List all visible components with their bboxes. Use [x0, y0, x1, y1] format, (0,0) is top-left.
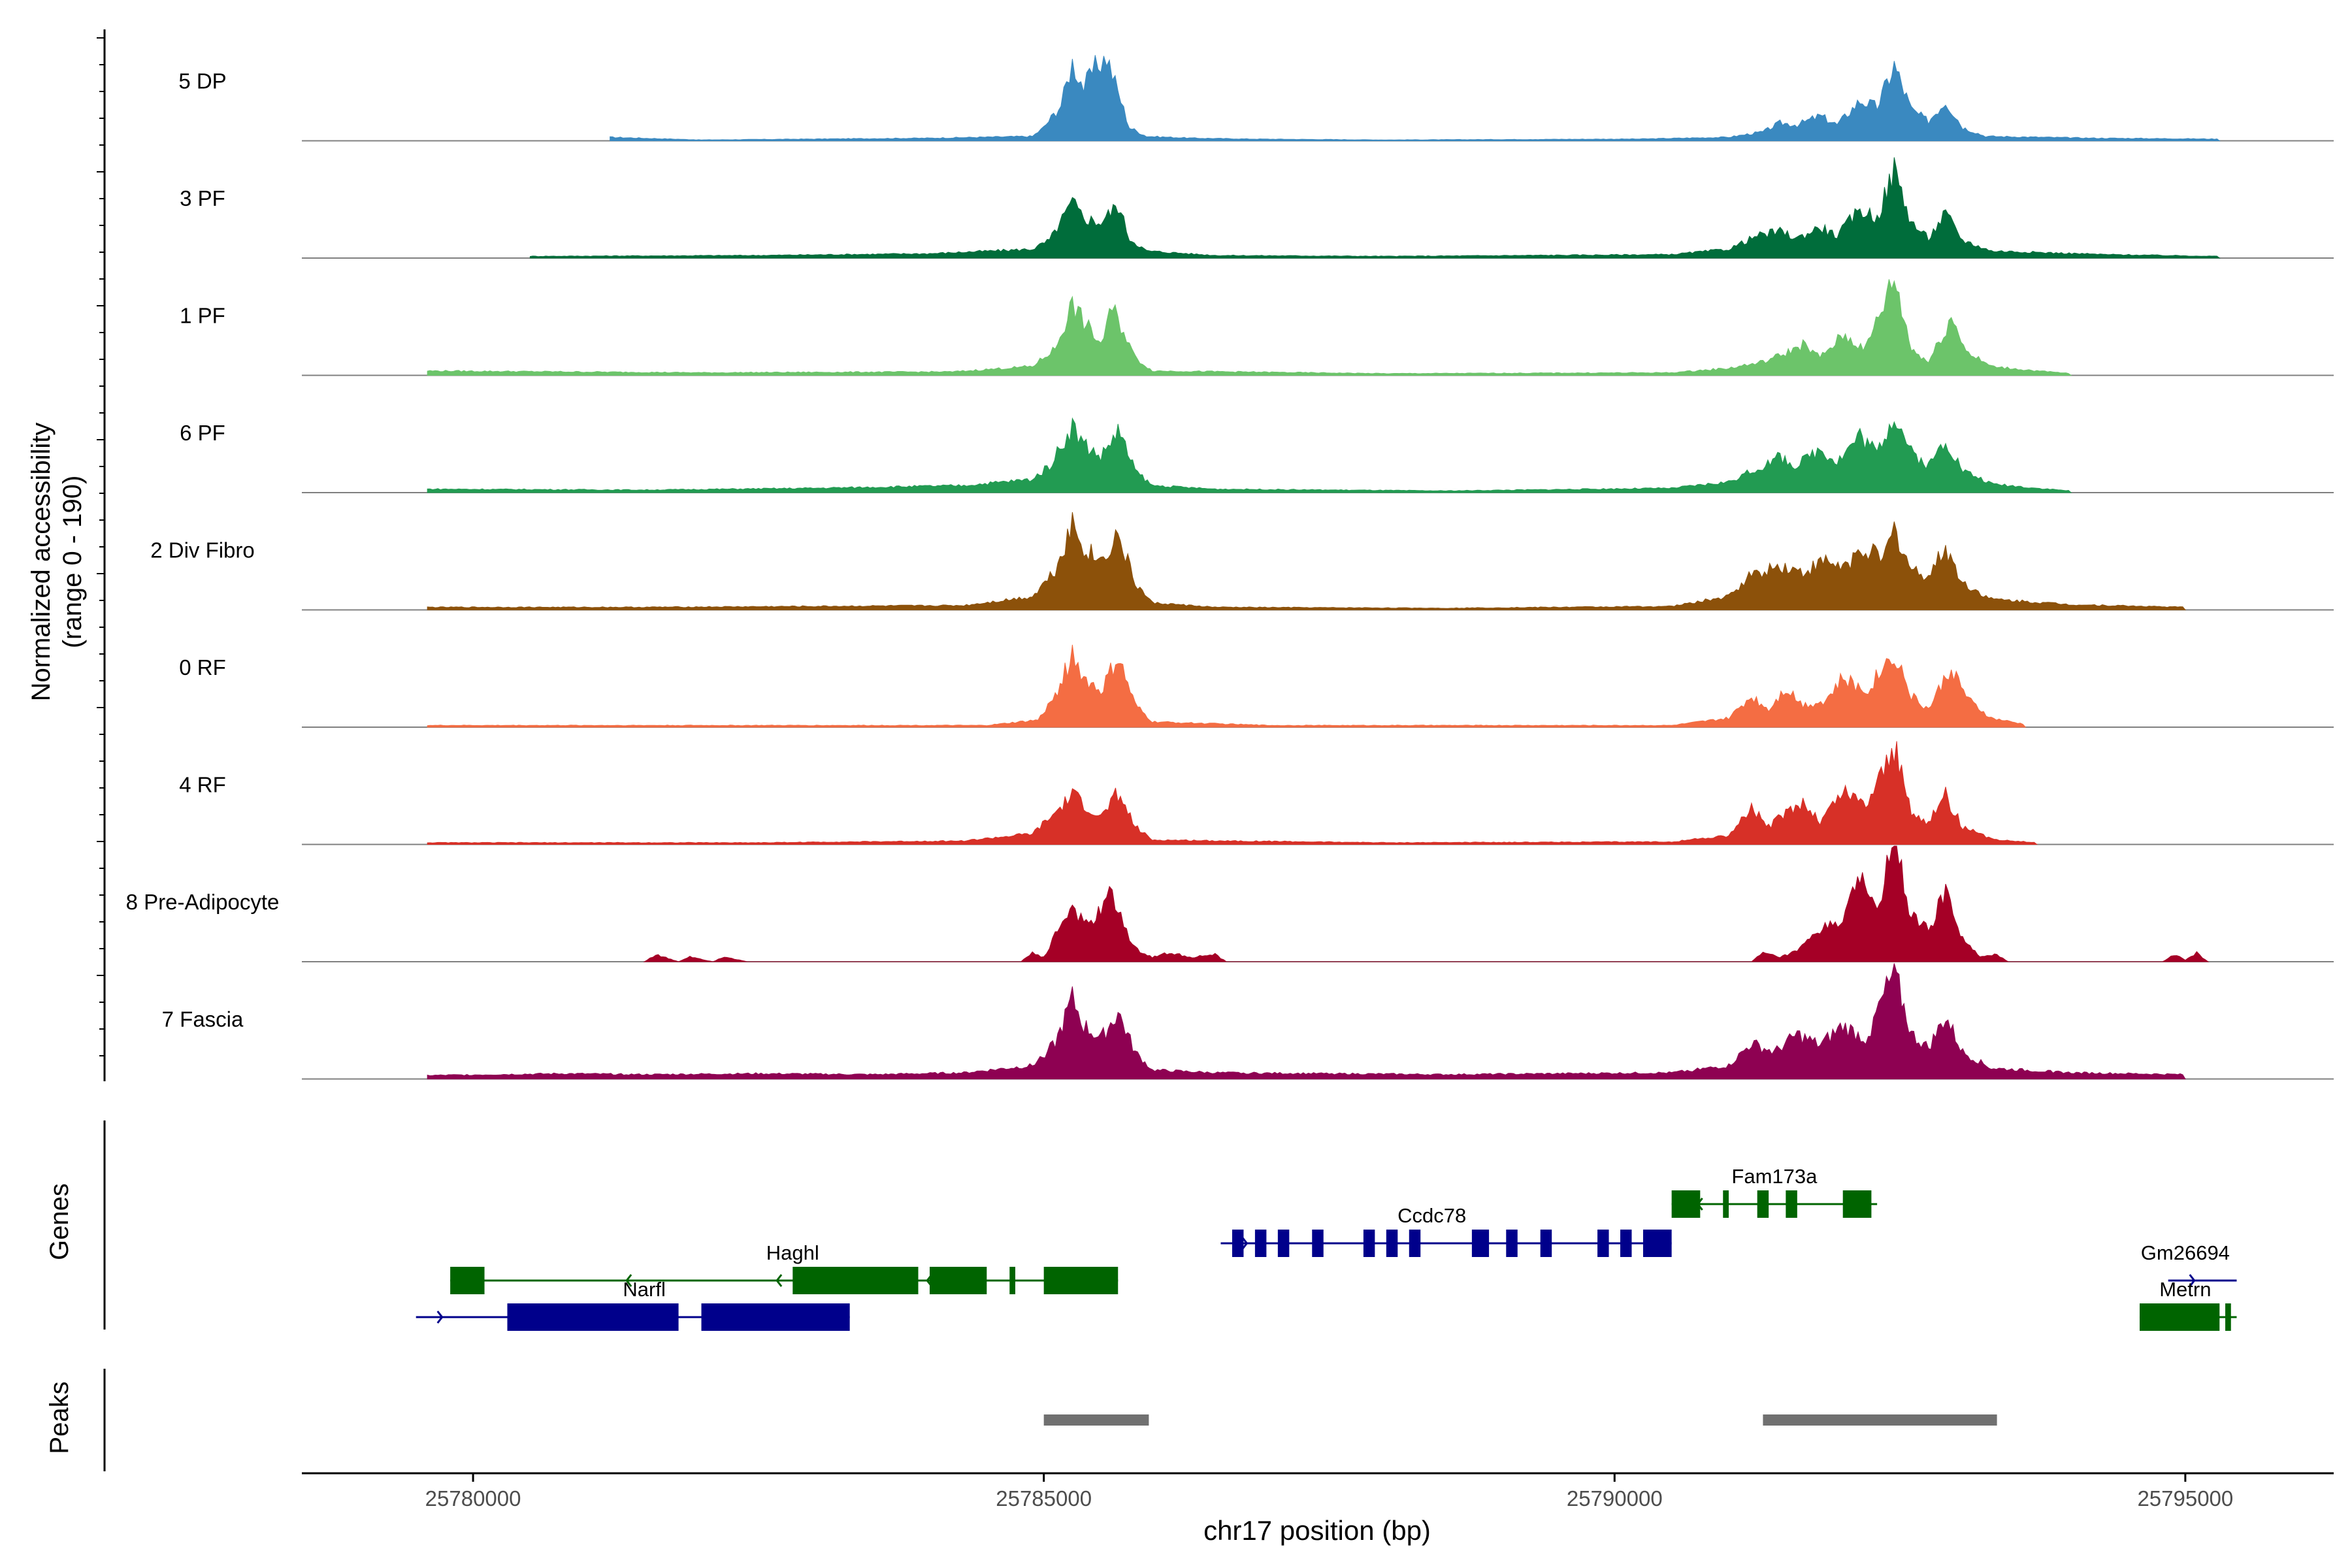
gene-exon: [1757, 1190, 1769, 1218]
gene-exon: [1540, 1230, 1552, 1257]
strand-arrow: [1241, 1237, 1249, 1250]
strand-arrow: [2189, 1274, 2196, 1287]
gene-haghl: Haghl: [450, 1241, 1119, 1294]
gene-exon: [792, 1267, 919, 1294]
coverage-track: 0 RF: [179, 644, 2334, 728]
gene-exon: [701, 1303, 850, 1331]
coverage-area: [427, 644, 2027, 728]
gene-metrn: Metrn: [2139, 1278, 2237, 1331]
coverage-area: [427, 417, 2072, 493]
coverage-y-axis-label-line2: (range 0 - 190): [58, 476, 87, 649]
gene-gm26694: Gm26694: [2141, 1241, 2237, 1287]
gene-ccdc78: Ccdc78: [1220, 1204, 1672, 1257]
gene-label: Haghl: [766, 1241, 819, 1264]
gene-exon: [1471, 1230, 1490, 1257]
gene-label: Ccdc78: [1397, 1204, 1466, 1227]
coverage-area: [610, 55, 2221, 141]
gene-exon: [1009, 1267, 1015, 1294]
genes-axis-label: Genes: [45, 1183, 74, 1260]
gene-exon: [1671, 1190, 1701, 1218]
peaks-axis-label: Peaks: [45, 1381, 74, 1454]
gene-exon: [1312, 1230, 1324, 1257]
x-tick-label: 25790000: [1567, 1486, 1663, 1511]
coverage-area: [427, 279, 2072, 376]
strand-arrow: [436, 1311, 444, 1324]
gene-exon: [450, 1267, 485, 1294]
gene-exon: [1597, 1230, 1609, 1257]
gene-label: Metrn: [2159, 1278, 2211, 1301]
strand-arrow: [625, 1274, 632, 1287]
coverage-area: [643, 845, 2210, 962]
peak-region: [1763, 1414, 1997, 1426]
gene-exon: [2139, 1303, 2220, 1331]
track-label: 3 PF: [180, 186, 225, 210]
gene-label: Fam173a: [1731, 1165, 1818, 1188]
peak-region: [1043, 1414, 1149, 1426]
coverage-track: 6 PF: [180, 417, 2334, 493]
strand-arrow: [776, 1274, 783, 1287]
gene-label: Narfl: [623, 1278, 665, 1301]
gene-exon: [1232, 1230, 1244, 1257]
track-label: 7 Fascia: [162, 1007, 244, 1032]
gene-exon: [1786, 1190, 1797, 1218]
gene-exon: [1409, 1230, 1421, 1257]
gene-exon: [1506, 1230, 1518, 1257]
track-label: 8 Pre-Adipocyte: [126, 890, 280, 914]
gene-exon: [1254, 1230, 1267, 1257]
coverage-track: 7 Fascia: [162, 963, 2334, 1080]
gene-fam173a: Fam173a: [1671, 1165, 1878, 1218]
gene-exon: [1363, 1230, 1375, 1257]
x-tick-label: 25785000: [996, 1486, 1092, 1511]
gene-exon: [1386, 1230, 1398, 1257]
coverage-track: 5 DP: [178, 55, 2334, 142]
track-label: 6 PF: [180, 421, 225, 445]
gene-exon: [1277, 1230, 1290, 1257]
x-tick-label: 25795000: [2137, 1486, 2233, 1511]
gene-annotation-track: Narfl Haghl Ccdc78 Fam173a Gm26694 Metrn: [103, 1120, 2237, 1331]
gene-narfl: Narfl: [416, 1278, 850, 1331]
coverage-area: [427, 741, 2038, 845]
gene-exon: [1620, 1230, 1632, 1257]
coverage-tracks: 5 DP 3 PF 1 PF 6 PF 2 Div Fibro 0 RF 4 RF 8 Pre…: [97, 29, 2334, 1081]
track-label: 4 RF: [179, 773, 226, 797]
coverage-track: 4 RF: [179, 741, 2334, 845]
coverage-area: [529, 157, 2221, 259]
x-axis: 25780000 25785000 25790000 25795000: [302, 1472, 2334, 1511]
x-tick-label: 25780000: [425, 1486, 521, 1511]
coverage-y-axis-label-line1: Normalized accessibility: [27, 423, 56, 702]
coverage-track: 2 Div Fibro: [150, 512, 2334, 611]
track-label: 2 Div Fibro: [150, 538, 255, 563]
track-label: 0 RF: [179, 655, 226, 679]
gene-exon: [1723, 1190, 1729, 1218]
coverage-area: [427, 963, 2186, 1079]
coverage-track: 1 PF: [180, 279, 2334, 376]
x-axis-label: chr17 position (bp): [1203, 1515, 1431, 1546]
gene-exon: [929, 1267, 987, 1294]
gene-exon: [1642, 1230, 1672, 1257]
gene-exon: [1842, 1190, 1872, 1218]
track-label: 1 PF: [180, 304, 225, 328]
gene-exon: [1043, 1267, 1119, 1294]
gene-label: Gm26694: [2141, 1241, 2230, 1264]
coverage-track: 3 PF: [180, 157, 2334, 259]
gene-exon: [507, 1303, 679, 1331]
coverage-track: 8 Pre-Adipocyte: [126, 845, 2334, 962]
track-label: 5 DP: [178, 69, 226, 93]
coverage-area: [427, 512, 2186, 610]
peaks-track: [103, 1369, 1997, 1471]
gene-exon: [2225, 1303, 2231, 1331]
